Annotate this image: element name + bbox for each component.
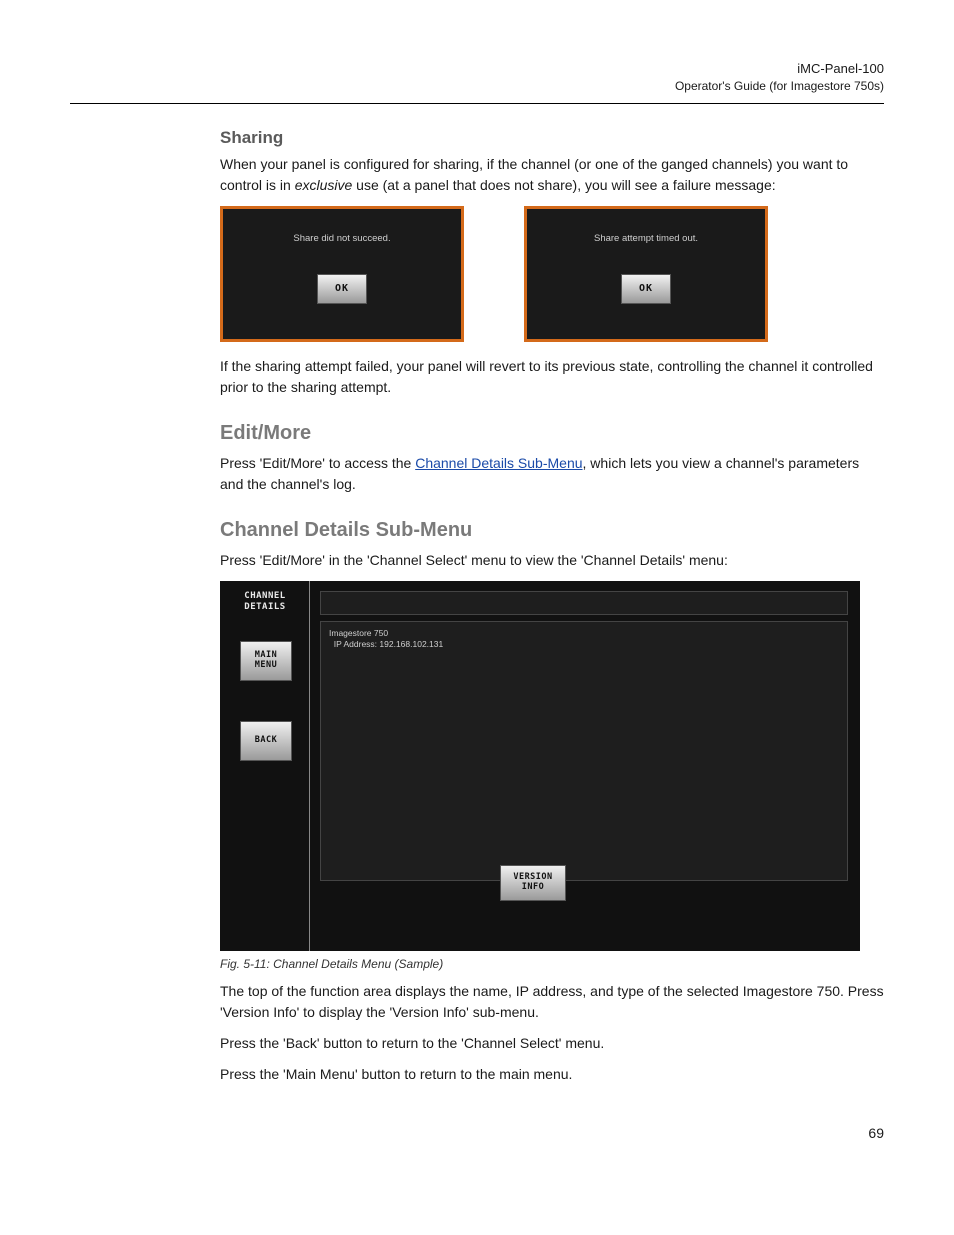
details-title: CHANNEL DETAILS	[220, 591, 310, 613]
main-menu-button[interactable]: MAIN MENU	[240, 641, 292, 681]
details-left-panel: CHANNEL DETAILS MAIN MENU BACK	[220, 581, 310, 951]
page: iMC-Panel-100 Operator's Guide (for Imag…	[0, 0, 954, 1181]
details-title-l2: DETAILS	[244, 602, 285, 612]
main-menu-l2: MENU	[255, 660, 277, 670]
version-l2: INFO	[522, 882, 544, 892]
info-l2: IP Address: 192.168.102.131	[329, 639, 443, 649]
header-subtitle: Operator's Guide (for Imagestore 750s)	[70, 78, 884, 95]
editmore-heading: Edit/More	[220, 422, 884, 445]
page-header: iMC-Panel-100 Operator's Guide (for Imag…	[70, 60, 884, 95]
sharing-heading: Sharing	[220, 128, 884, 148]
share-timeout-dialog: Share attempt timed out. OK	[524, 206, 768, 342]
details-p1: The top of the function area displays th…	[220, 981, 884, 1023]
editmore-pre: Press 'Edit/More' to access the	[220, 455, 415, 471]
sharing-para1: When your panel is configured for sharin…	[220, 154, 884, 196]
main-menu-l1: MAIN	[255, 650, 277, 660]
editmore-para: Press 'Edit/More' to access the Channel …	[220, 453, 884, 495]
header-rule	[70, 103, 884, 104]
sharing-para1-em: exclusive	[295, 177, 353, 193]
details-p2: Press the 'Back' button to return to the…	[220, 1033, 884, 1054]
back-button[interactable]: BACK	[240, 721, 292, 761]
back-button-label: BACK	[255, 736, 277, 746]
share-fail-dialog: Share did not succeed. OK	[220, 206, 464, 342]
figure-caption: Fig. 5-11: Channel Details Menu (Sample)	[220, 957, 884, 971]
details-p3: Press the 'Main Menu' button to return t…	[220, 1064, 884, 1085]
details-top-band	[320, 591, 848, 615]
ok-button[interactable]: OK	[317, 274, 367, 304]
ok-button-label: OK	[335, 283, 349, 294]
ok-button-label: OK	[639, 283, 653, 294]
channel-details-screen: CHANNEL DETAILS MAIN MENU BACK Ima	[220, 581, 860, 951]
share-fail-message: Share did not succeed.	[293, 233, 390, 244]
details-title-l1: CHANNEL	[244, 591, 285, 601]
channel-details-link[interactable]: Channel Details Sub-Menu	[415, 455, 582, 471]
details-info-box: Imagestore 750 IP Address: 192.168.102.1…	[320, 621, 848, 881]
details-heading: Channel Details Sub-Menu	[220, 519, 884, 542]
details-info-text: Imagestore 750 IP Address: 192.168.102.1…	[329, 628, 839, 650]
details-right-panel: Imagestore 750 IP Address: 192.168.102.1…	[320, 591, 848, 939]
page-number: 69	[70, 1125, 884, 1141]
version-l1: VERSION	[513, 872, 552, 882]
version-info-button[interactable]: VERSION INFO	[500, 865, 566, 901]
sharing-para2: If the sharing attempt failed, your pane…	[220, 356, 884, 398]
header-title: iMC-Panel-100	[70, 60, 884, 78]
dialog-row: Share did not succeed. OK Share attempt …	[220, 206, 884, 342]
details-intro: Press 'Edit/More' in the 'Channel Select…	[220, 550, 884, 571]
ok-button[interactable]: OK	[621, 274, 671, 304]
sharing-para1-post: use (at a panel that does not share), yo…	[352, 177, 775, 193]
content-area: Sharing When your panel is configured fo…	[220, 128, 884, 1085]
info-l1: Imagestore 750	[329, 628, 388, 638]
share-timeout-message: Share attempt timed out.	[594, 233, 698, 244]
